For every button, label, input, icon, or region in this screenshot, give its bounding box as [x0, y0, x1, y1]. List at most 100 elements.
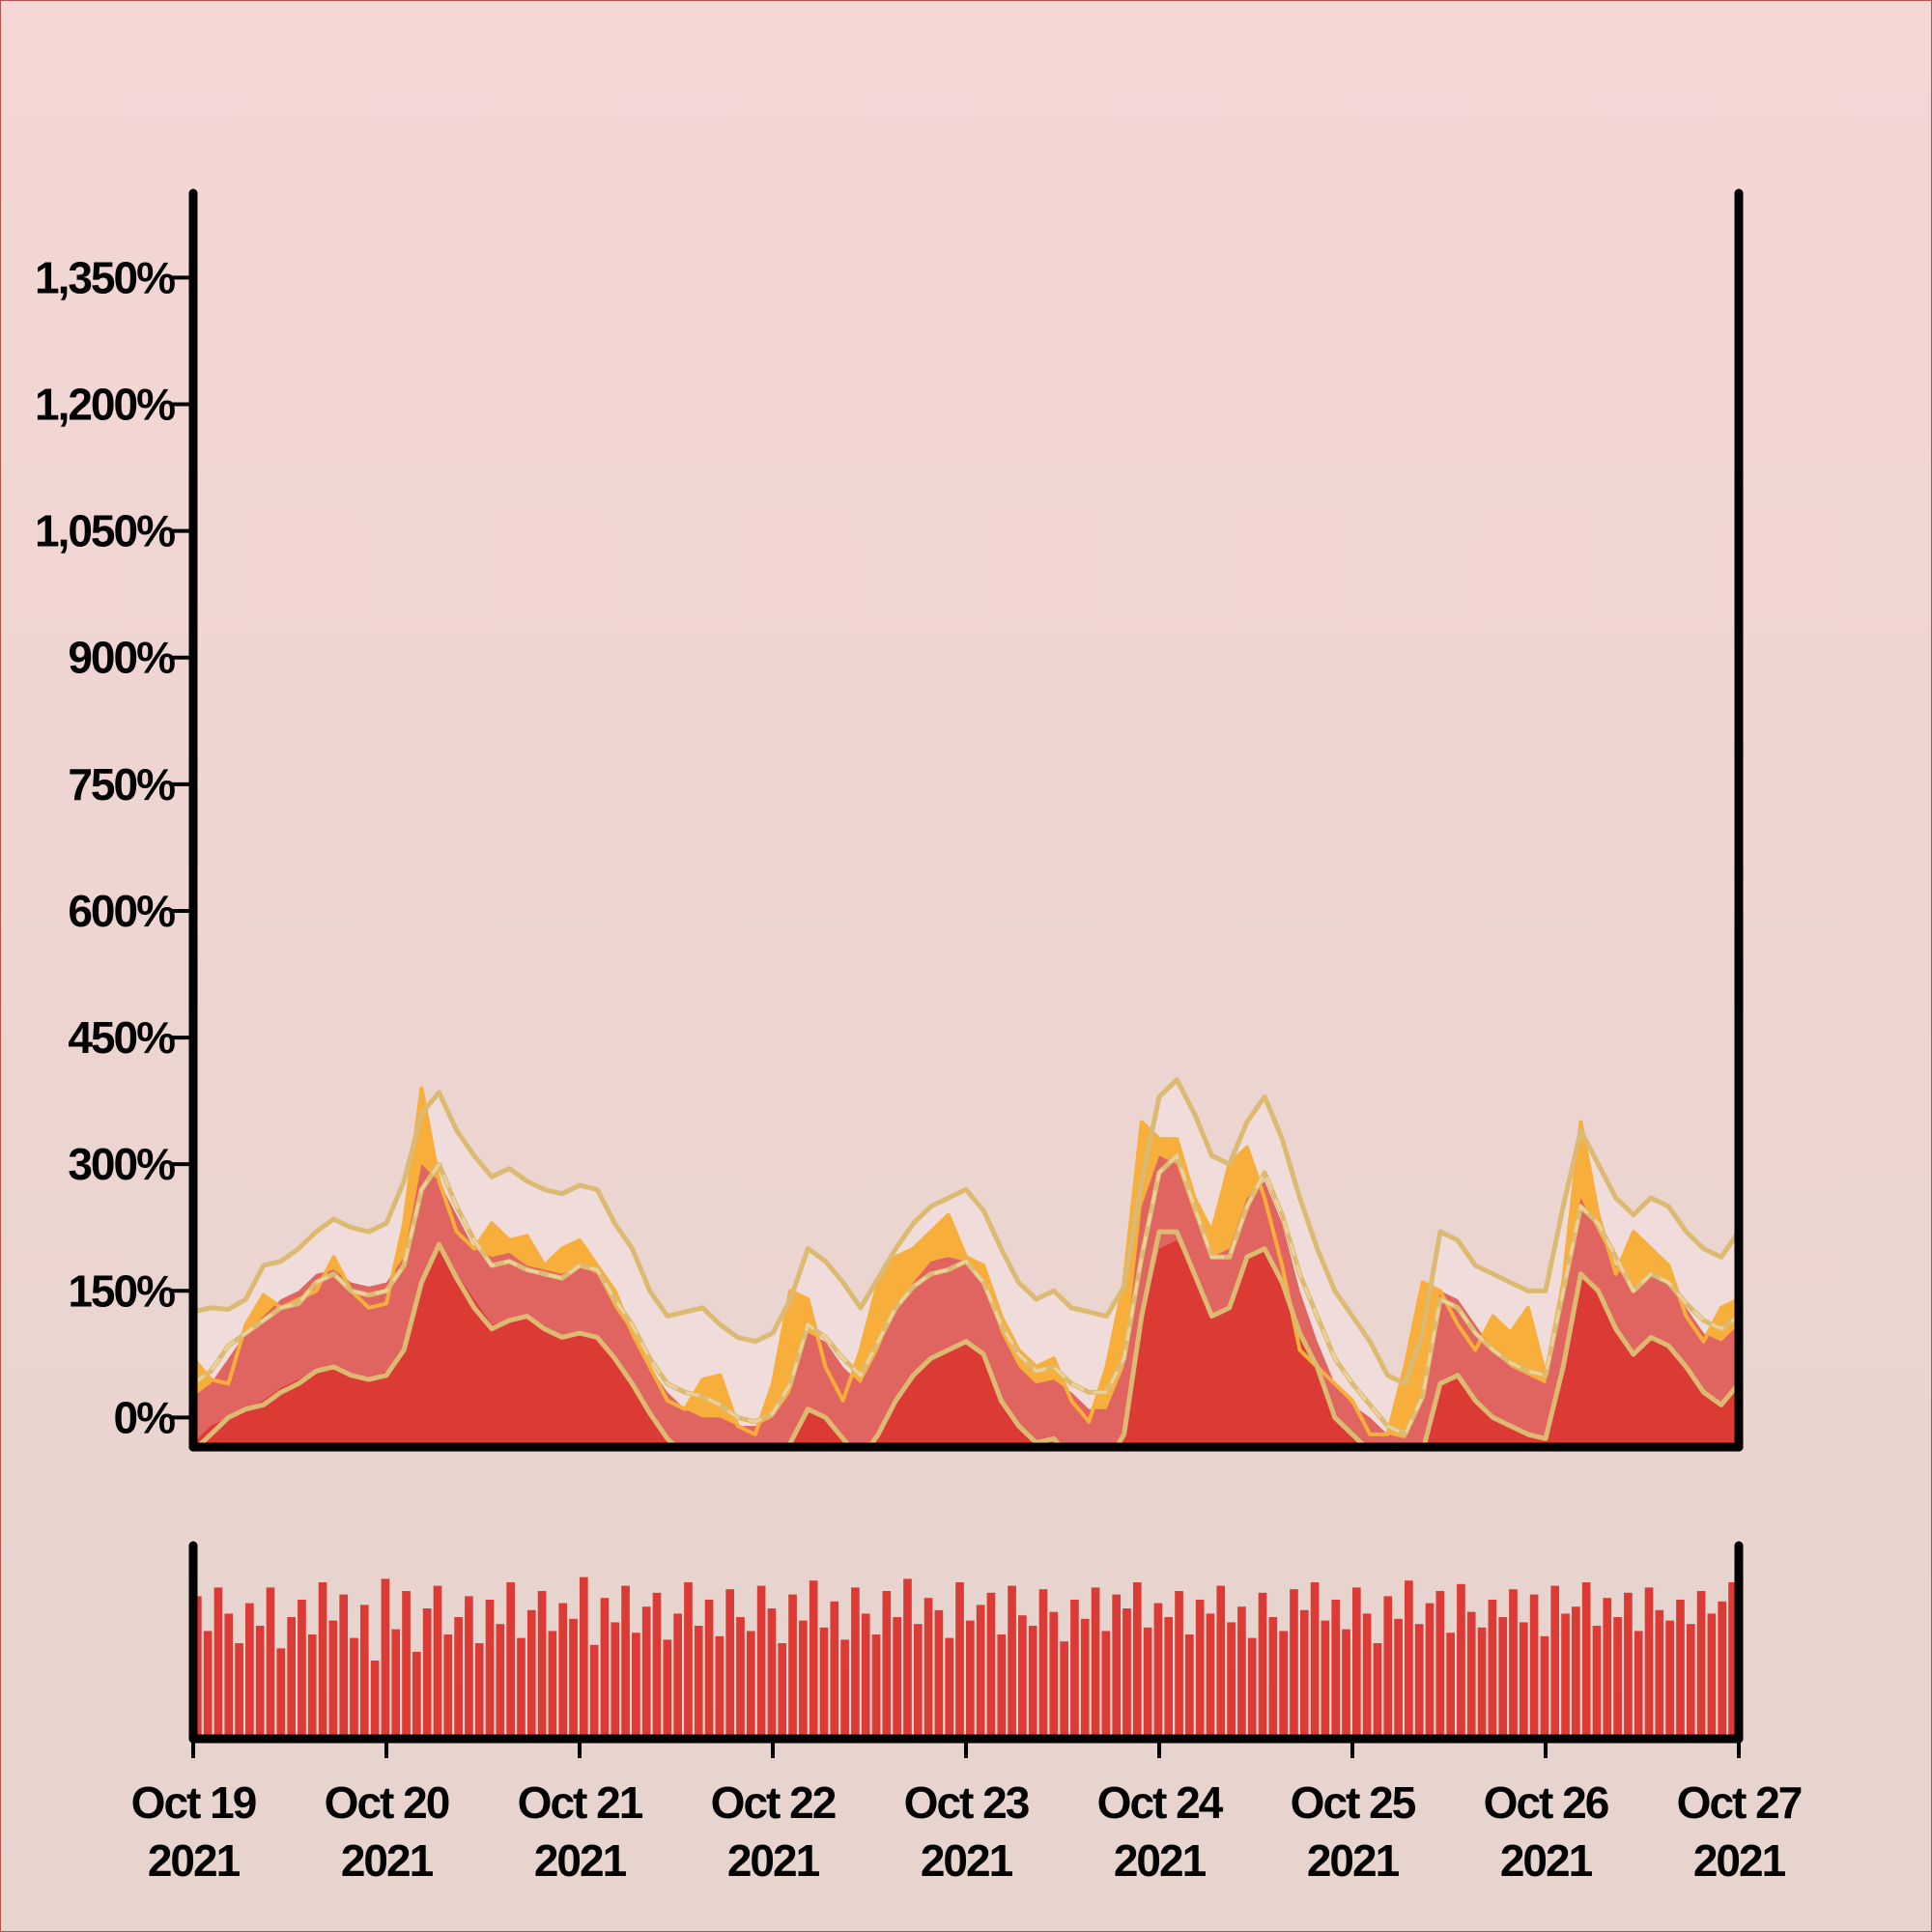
- volume-bar: [328, 1620, 338, 1739]
- volume-bar: [1143, 1627, 1152, 1739]
- envelope-lines: [193, 1077, 1739, 1447]
- volume-bar: [1028, 1626, 1037, 1739]
- volume-bar: [1362, 1613, 1372, 1739]
- volume-bar: [454, 1617, 463, 1739]
- y-axis-ticks: 0% 150% 300% 450% 600% 750% 900% 1,050% 1,200% 1,…: [35, 252, 191, 1442]
- volume-bar: [778, 1643, 787, 1739]
- volume-bar: [1405, 1580, 1413, 1739]
- x-tick-label-year: 2021: [1500, 1835, 1593, 1886]
- volume-bar: [819, 1627, 829, 1739]
- volume-bar: [704, 1600, 714, 1739]
- volume-bar: [1038, 1589, 1048, 1739]
- volume-bar: [526, 1609, 536, 1739]
- volume-bar: [485, 1600, 495, 1739]
- x-tick-label-year: 2021: [727, 1835, 820, 1886]
- volume-bar: [1018, 1615, 1027, 1739]
- upper-envelope-line: [193, 1077, 1739, 1386]
- volume-bar: [966, 1620, 975, 1739]
- volume-bar: [756, 1585, 766, 1739]
- axes: [188, 188, 1744, 1744]
- volume-bar: [589, 1644, 599, 1739]
- volume-bar: [1091, 1587, 1100, 1739]
- volume-bar: [1060, 1641, 1068, 1739]
- x-tick-label-year: 2021: [341, 1835, 434, 1886]
- volume-bar: [1435, 1591, 1445, 1739]
- volume-bar: [923, 1598, 933, 1739]
- volume-bar: [621, 1585, 630, 1739]
- x-tick-label-date: Oct 20: [325, 1777, 449, 1828]
- volume-bar: [339, 1594, 348, 1739]
- volume-bar: [1425, 1603, 1435, 1739]
- volume-bar: [851, 1587, 860, 1739]
- volume-bar: [1550, 1585, 1560, 1739]
- volume-bar: [746, 1631, 755, 1739]
- volume-bar: [1696, 1591, 1706, 1739]
- volume-bar: [1466, 1611, 1476, 1739]
- volume-bar: [997, 1634, 1007, 1739]
- volume-bar: [1457, 1583, 1465, 1739]
- volume-bar: [433, 1585, 442, 1739]
- volume-bar: [548, 1631, 557, 1739]
- volume-bar: [840, 1639, 849, 1739]
- volume-bar: [1268, 1617, 1278, 1739]
- y-tick-label: 150%: [68, 1265, 175, 1316]
- volume-bar: [235, 1643, 243, 1739]
- volume-bar: [830, 1601, 839, 1739]
- volume-bar: [1665, 1620, 1674, 1739]
- volume-bar: [1414, 1624, 1424, 1739]
- volume-bar: [1676, 1600, 1685, 1739]
- y-tick-label: 1,200%: [35, 380, 175, 430]
- volume-bar: [1195, 1600, 1205, 1739]
- volume-bar: [224, 1613, 234, 1739]
- volume-bar: [1290, 1589, 1298, 1739]
- volume-bars: [193, 1577, 1737, 1739]
- volume-bar: [1321, 1620, 1330, 1739]
- volume-bar: [1206, 1613, 1215, 1739]
- volume-bar: [725, 1589, 734, 1739]
- volume-bar: [945, 1637, 954, 1739]
- volume-bar: [213, 1587, 223, 1739]
- y-tick-label: 1,050%: [35, 506, 175, 556]
- volume-bar: [412, 1652, 421, 1739]
- x-tick-label-date: Oct 25: [1291, 1777, 1416, 1828]
- volume-bar: [276, 1648, 286, 1739]
- volume-bar: [903, 1578, 912, 1739]
- volume-bar: [871, 1634, 881, 1739]
- volume-bar: [350, 1637, 358, 1739]
- volume-bar: [266, 1587, 275, 1739]
- x-tick-label-year: 2021: [534, 1835, 627, 1886]
- volume-bar: [976, 1605, 985, 1739]
- volume-bar: [245, 1603, 254, 1739]
- y-tick-label: 0%: [114, 1392, 176, 1442]
- volume-bar: [318, 1582, 327, 1739]
- volume-bar: [1373, 1643, 1382, 1739]
- volume-bar: [580, 1577, 588, 1739]
- y-tick-label: 900%: [68, 633, 175, 683]
- volume-bar: [359, 1605, 369, 1739]
- volume-bar: [694, 1626, 703, 1739]
- volume-bar: [600, 1598, 610, 1739]
- volume-bar: [370, 1661, 380, 1739]
- volume-bar: [1112, 1594, 1121, 1739]
- x-tick-label-year: 2021: [1114, 1835, 1207, 1886]
- volume-bar: [1279, 1631, 1288, 1739]
- volume-bar: [1498, 1617, 1507, 1739]
- volume-bar: [558, 1603, 568, 1739]
- volume-bar: [1101, 1631, 1111, 1739]
- volume-bar: [402, 1591, 411, 1739]
- volume-bar: [1624, 1592, 1633, 1739]
- volume-bar: [1634, 1631, 1643, 1739]
- x-tick-label-date: Oct 26: [1484, 1777, 1608, 1828]
- volume-bar: [1477, 1627, 1487, 1739]
- volume-bar: [517, 1637, 526, 1739]
- volume-bar: [809, 1580, 818, 1739]
- y-tick-label: 600%: [68, 886, 175, 936]
- x-axis-ticks: Oct 19 2021 Oct 20 2021 Oct 21 2021 Oct 22 2021…: [131, 1739, 1804, 1886]
- volume-bar: [788, 1594, 797, 1739]
- x-tick-label-date: Oct 23: [904, 1777, 1029, 1828]
- volume-bar: [736, 1617, 745, 1739]
- volume-bar: [298, 1600, 306, 1739]
- volume-bar: [1331, 1600, 1341, 1739]
- volume-bar: [474, 1643, 484, 1739]
- volume-bar: [1613, 1617, 1622, 1739]
